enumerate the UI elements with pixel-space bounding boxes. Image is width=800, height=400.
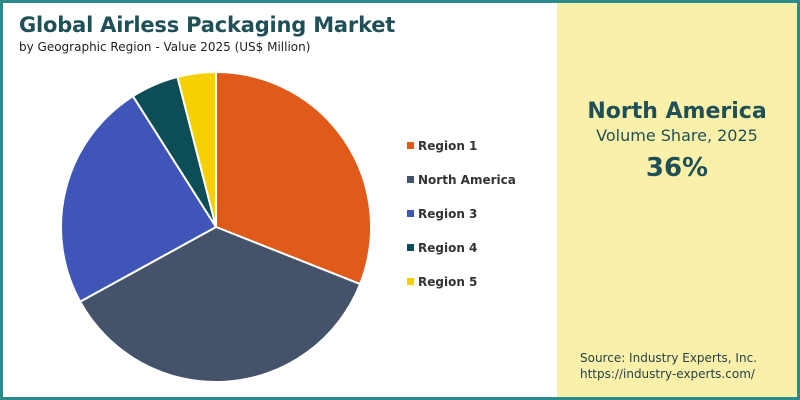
source-note: Source: Industry Experts, Inc. https://i… <box>580 350 757 382</box>
legend-swatch-region-3 <box>407 210 414 217</box>
legend-swatch-region-4 <box>407 244 414 251</box>
legend-swatch-region-1 <box>407 142 414 149</box>
highlight-panel: North America Volume Share, 2025 36% Sou… <box>557 3 797 397</box>
legend-label-region-5: Region 5 <box>418 275 477 289</box>
source-label: Source: Industry Experts, Inc. <box>579 351 757 365</box>
legend-label-north-america: North America <box>418 173 516 187</box>
pie-slice-region-3[interactable] <box>60 94 218 304</box>
highlight-metric: Volume Share, 2025 <box>596 126 758 145</box>
source-url[interactable]: https://industry-experts.com/ <box>579 367 755 381</box>
highlight-region: North America <box>587 99 767 124</box>
pie-slice-north-america[interactable] <box>78 225 362 384</box>
legend-label-region-1: Region 1 <box>418 139 477 153</box>
chart-title: Global Airless Packaging Market <box>19 13 396 37</box>
legend-label-region-4: Region 4 <box>418 241 477 255</box>
pie-slice-region-1[interactable] <box>215 70 372 286</box>
legend-swatch-region-5 <box>407 278 414 285</box>
pie-chart: Region 1 North America Region 3 Region 4 Reg… <box>60 70 516 384</box>
legend-swatch-north-america <box>407 176 414 183</box>
highlight-value: 36% <box>645 153 709 183</box>
chart-subtitle: by Geographic Region - Value 2025 (US$ M… <box>19 40 311 54</box>
pie-slice-region-5[interactable] <box>176 70 217 228</box>
legend-label-region-3: Region 3 <box>418 207 477 221</box>
